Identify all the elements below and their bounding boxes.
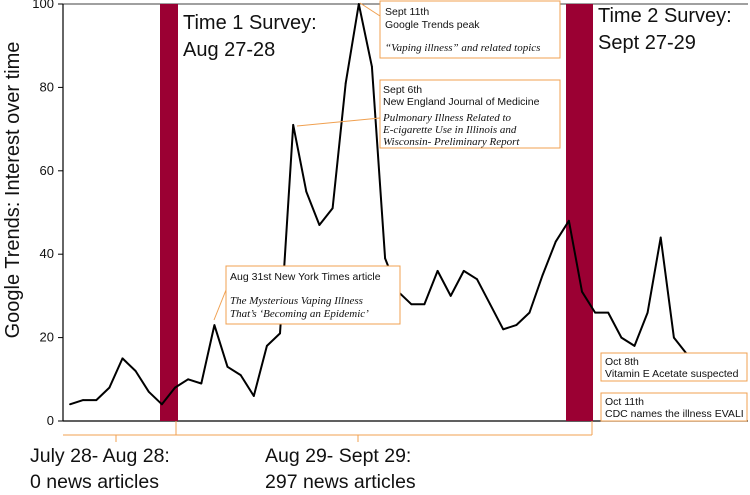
period2-dates: Aug 29- Sept 29:: [265, 445, 411, 467]
data-point: [226, 365, 229, 368]
data-point: [200, 382, 203, 385]
period1-dates: July 28- Aug 28:: [30, 445, 170, 467]
time2-survey-dates: Sept 27-29: [598, 32, 696, 54]
data-point: [659, 236, 662, 239]
data-point: [462, 270, 465, 272]
data-point: [239, 374, 242, 376]
data-point: [541, 274, 544, 276]
y-axis-label: Google Trends: Interest over time: [2, 42, 24, 339]
y-tick-label: 100: [32, 0, 54, 11]
data-point: [344, 82, 347, 85]
y-tick-label: 0: [47, 413, 54, 428]
period1-articles: 0 news articles: [30, 471, 159, 493]
data-point: [108, 386, 111, 389]
series-line: [69, 3, 688, 406]
data-point: [568, 219, 570, 222]
data-point: [82, 399, 84, 401]
data-point: [252, 395, 255, 397]
data-point: [384, 257, 386, 260]
data-point: [305, 190, 308, 193]
y-tick-label: 20: [40, 330, 54, 345]
annotation-vitamin-e: Oct 8th Vitamin E Acetate suspected: [600, 352, 748, 382]
nejm-title-3: Wisconsin- Preliminary Report: [383, 136, 520, 148]
peak-label: Google Trends peak: [385, 19, 480, 31]
data-point: [161, 403, 163, 406]
evali-label: CDC names the illness EVALI: [605, 408, 744, 420]
vite-date: Oct 8th: [605, 356, 639, 368]
data-point: [594, 311, 596, 314]
data-point: [449, 295, 452, 297]
data-point: [646, 311, 649, 314]
vite-label: Vitamin E Acetate suspected: [605, 368, 739, 380]
data-point: [489, 303, 491, 306]
y-tick-label: 60: [40, 163, 54, 178]
data-point: [279, 332, 281, 335]
data-point: [476, 278, 478, 281]
data-point: [69, 403, 71, 406]
data-point: [607, 311, 610, 314]
data-point: [266, 345, 268, 347]
time1-survey-title: Time 1 Survey:: [183, 12, 317, 34]
annotation-evali: Oct 11th CDC names the illness EVALI: [600, 392, 748, 422]
time2-survey-title: Time 2 Survey:: [598, 5, 732, 27]
nyt-date: Aug 31st New York Times article: [230, 271, 381, 283]
data-point: [502, 328, 505, 331]
data-point: [528, 311, 531, 314]
peak-date: Sept 11th: [385, 6, 429, 18]
nejm-journal: New England Journal of Medicine: [383, 96, 540, 108]
y-tick-label: 40: [40, 246, 54, 261]
annotation-nejm: Sept 6th New England Journal of Medicine…: [296, 79, 561, 149]
data-point: [213, 324, 216, 326]
nejm-title-1: Pulmonary Illness Related to: [382, 112, 512, 124]
data-point: [134, 370, 137, 372]
data-point: [436, 270, 439, 272]
data-point: [331, 207, 334, 210]
data-point: [423, 303, 426, 306]
peak-topic: “Vaping illness” and related topics: [385, 42, 540, 54]
annotation-peak: Sept 11th Google Trends peak “Vaping ill…: [359, 0, 561, 59]
trend-series: [69, 3, 688, 406]
data-point: [554, 240, 557, 243]
data-point: [581, 290, 583, 293]
evali-date: Oct 11th: [605, 396, 644, 408]
data-point: [187, 378, 190, 381]
data-point: [121, 357, 124, 360]
data-point: [95, 399, 98, 401]
time1-survey-dates: Aug 27-28: [183, 39, 275, 61]
data-point: [633, 345, 636, 347]
nejm-title-2: E-cigarette Use in Illinois and: [382, 124, 517, 136]
data-point: [371, 65, 373, 68]
nyt-title-1: The Mysterious Vaping Illness: [230, 295, 363, 307]
time1-survey-bar: [160, 4, 178, 421]
data-point: [318, 224, 321, 226]
data-point: [410, 303, 413, 306]
period2-articles: 297 news articles: [265, 471, 416, 493]
annotation-nyt: Aug 31st New York Times article The Myst…: [213, 265, 401, 325]
y-tick-label: 80: [40, 79, 54, 94]
data-point: [357, 3, 360, 5]
time2-survey-bar: [566, 4, 593, 421]
period-brackets: [63, 421, 593, 442]
y-ticks: 0 20 40 60 80 100: [32, 0, 63, 428]
data-point: [174, 386, 176, 389]
data-point: [515, 324, 518, 326]
data-point: [673, 336, 675, 339]
nyt-title-2: That’s ‘Becoming an Epidemic’: [230, 308, 369, 320]
nejm-date: Sept 6th: [383, 84, 422, 96]
data-point: [620, 336, 623, 339]
data-point: [147, 390, 150, 393]
data-point: [292, 124, 295, 126]
